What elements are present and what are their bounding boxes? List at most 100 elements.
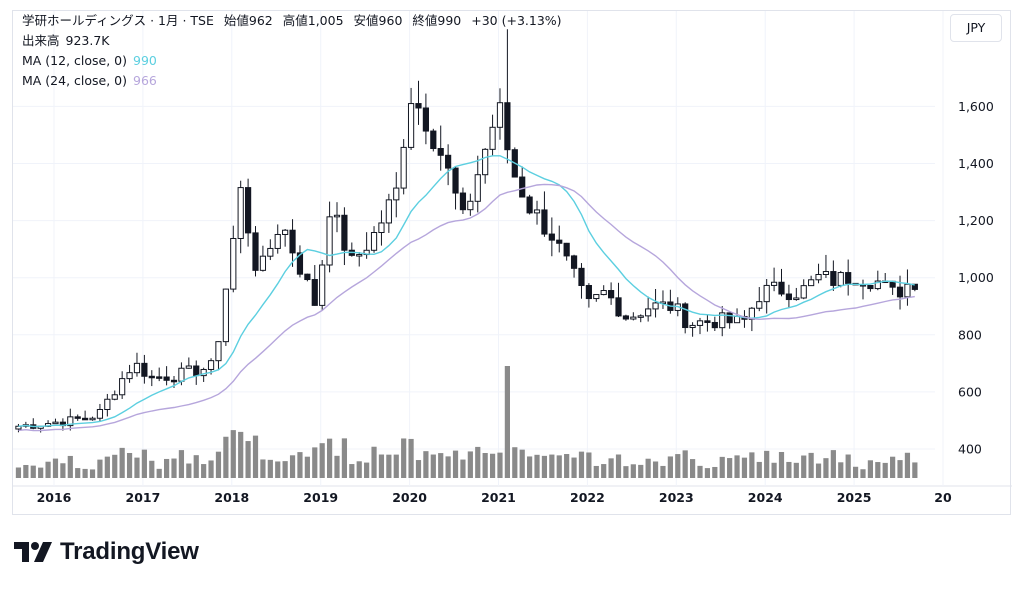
candle-down[interactable]: [785, 293, 793, 301]
candle-up[interactable]: [407, 103, 415, 148]
candle-down[interactable]: [82, 417, 89, 421]
candle-down[interactable]: [845, 272, 852, 284]
candle-up[interactable]: [733, 315, 741, 324]
candle-up[interactable]: [126, 372, 133, 380]
candle-up[interactable]: [237, 187, 244, 239]
candle-down[interactable]: [459, 192, 467, 211]
candle-up[interactable]: [370, 232, 378, 251]
candle-up[interactable]: [800, 285, 807, 299]
candle-up[interactable]: [533, 209, 541, 214]
currency-button[interactable]: JPY: [950, 14, 1002, 42]
candle-down[interactable]: [615, 297, 622, 317]
candle-up[interactable]: [319, 264, 326, 306]
candle-down[interactable]: [578, 267, 585, 287]
candle-up[interactable]: [222, 288, 229, 343]
candle-up[interactable]: [393, 187, 400, 201]
tradingview-logo[interactable]: TradingView: [14, 537, 199, 567]
candle-up[interactable]: [52, 421, 59, 425]
candle-down[interactable]: [778, 281, 785, 295]
candle-up[interactable]: [333, 214, 341, 218]
candle-up[interactable]: [808, 279, 815, 287]
candle-down[interactable]: [556, 239, 563, 244]
candle-up[interactable]: [326, 216, 333, 266]
candle-down[interactable]: [526, 196, 533, 214]
candle-up[interactable]: [793, 297, 800, 301]
candle-up[interactable]: [600, 290, 607, 296]
candle-down[interactable]: [296, 252, 304, 275]
candle-down[interactable]: [911, 283, 918, 290]
candle-down[interactable]: [519, 176, 526, 198]
candle-up[interactable]: [474, 174, 481, 202]
candle-down[interactable]: [415, 103, 422, 109]
candle-down[interactable]: [304, 273, 311, 281]
candle-down[interactable]: [896, 286, 904, 298]
candle-down[interactable]: [148, 375, 155, 379]
candle-down[interactable]: [437, 148, 444, 156]
candle-down[interactable]: [170, 379, 178, 383]
candle-down[interactable]: [163, 376, 170, 381]
candle-down[interactable]: [682, 303, 689, 329]
candle-up[interactable]: [837, 272, 844, 286]
candle-up[interactable]: [593, 294, 600, 300]
candle-up[interactable]: [719, 312, 726, 329]
candle-up[interactable]: [763, 284, 770, 303]
candle-up[interactable]: [67, 416, 74, 427]
candle-up[interactable]: [770, 281, 778, 286]
candle-down[interactable]: [563, 242, 570, 257]
candle-down[interactable]: [830, 271, 837, 286]
candle-down[interactable]: [570, 255, 578, 269]
candle-up[interactable]: [282, 229, 289, 235]
candle-up[interactable]: [645, 308, 652, 317]
candle-up[interactable]: [111, 394, 118, 400]
candle-down[interactable]: [74, 416, 81, 419]
candle-up[interactable]: [178, 367, 185, 382]
candle-up[interactable]: [133, 362, 141, 374]
candle-down[interactable]: [289, 229, 296, 254]
candle-down[interactable]: [252, 232, 259, 271]
candle-up[interactable]: [215, 341, 222, 362]
candle-up[interactable]: [496, 102, 504, 128]
candle-up[interactable]: [119, 378, 126, 396]
candle-down[interactable]: [867, 285, 874, 290]
candle-up[interactable]: [689, 324, 696, 329]
candle-down[interactable]: [156, 376, 163, 379]
candle-down[interactable]: [430, 130, 437, 150]
candle-up[interactable]: [385, 199, 392, 224]
candle-up[interactable]: [467, 200, 474, 211]
candle-down[interactable]: [711, 321, 718, 329]
candle-down[interactable]: [244, 187, 252, 234]
candle-up[interactable]: [489, 126, 496, 150]
candle-up[interactable]: [696, 320, 704, 326]
candle-up[interactable]: [630, 316, 637, 320]
candle-up[interactable]: [378, 222, 385, 234]
candle-down[interactable]: [311, 279, 318, 306]
candle-down[interactable]: [548, 233, 555, 241]
candle-down[interactable]: [541, 209, 548, 235]
candle-down[interactable]: [452, 167, 459, 194]
candle-up[interactable]: [637, 315, 644, 318]
candle-up[interactable]: [207, 360, 215, 370]
candle-up[interactable]: [874, 280, 881, 290]
candle-down[interactable]: [141, 362, 148, 377]
candle-down[interactable]: [726, 312, 733, 324]
candle-up[interactable]: [822, 271, 830, 275]
candle-down[interactable]: [193, 365, 200, 377]
candle-up[interactable]: [230, 237, 237, 290]
ma12-legend[interactable]: MA (12, close, 0) 990: [22, 51, 163, 71]
candle-up[interactable]: [904, 283, 911, 298]
candle-up[interactable]: [756, 301, 763, 309]
candle-down[interactable]: [622, 315, 630, 320]
candle-up[interactable]: [104, 398, 111, 410]
candle-up[interactable]: [482, 148, 489, 176]
candle-down[interactable]: [608, 290, 615, 299]
candle-down[interactable]: [504, 102, 511, 151]
candle-down[interactable]: [704, 320, 711, 323]
candle-down[interactable]: [422, 107, 429, 132]
candle-up[interactable]: [652, 302, 659, 310]
candle-up[interactable]: [267, 247, 274, 257]
candle-up[interactable]: [185, 365, 192, 369]
candle-up[interactable]: [96, 408, 104, 419]
candle-up[interactable]: [259, 255, 267, 271]
candle-up[interactable]: [89, 417, 96, 421]
